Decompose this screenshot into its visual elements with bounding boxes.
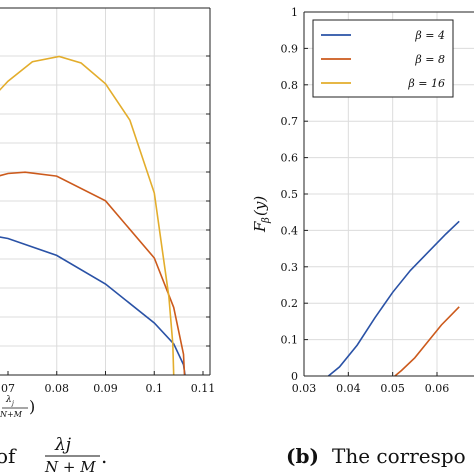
legend-label-1: β = 4	[414, 29, 445, 42]
right-x-tick-label: 0.05	[380, 382, 405, 395]
right-y-tick-label: 0.7	[281, 115, 299, 128]
left-x-tick-label: 0.1	[146, 382, 164, 395]
left-xlabel-denominator: N+M	[0, 410, 23, 419]
left-x-ticks: 07 0.08 0.09 0.1 0.11	[1, 371, 215, 395]
right-y-tick-label: 0.4	[281, 224, 299, 237]
left-chart-panel: 07 0.08 0.09 0.1 0.11	[0, 7, 215, 395]
left-x-tick-label: 0.09	[93, 382, 118, 395]
left-caption-frac-num: λj	[54, 435, 72, 455]
right-ylabel-beta: β	[261, 217, 272, 224]
left-caption: of λj N + M .	[0, 435, 107, 474]
right-y-tick-label: 0.5	[281, 188, 299, 201]
left-series-line-1	[0, 236, 186, 376]
right-y-tick-label: 0.2	[281, 297, 299, 310]
right-x-ticks: 0.03 0.04 0.05 0.06	[292, 372, 450, 395]
left-x-tick-label: 07	[1, 382, 15, 395]
right-caption: (b) The correspo	[286, 444, 466, 468]
legend-label-3: β = 16	[407, 77, 445, 90]
right-ylabel-F: F	[251, 221, 269, 233]
left-xlabel-numerator: λ	[5, 395, 12, 405]
right-caption-label: (b)	[286, 444, 319, 468]
left-xlabel: λ j N+M )	[0, 395, 35, 419]
right-series-line-1	[327, 220, 460, 377]
right-series-group	[327, 220, 460, 377]
right-caption-text: The correspo	[332, 444, 466, 468]
right-y-tick-label: 0.1	[281, 334, 299, 347]
right-ylabel-arg: (y)	[251, 196, 269, 216]
left-xlabel-subscript: j	[10, 400, 14, 407]
left-series-line-3	[0, 55, 175, 376]
left-caption-suffix: .	[101, 444, 107, 468]
right-x-tick-label: 0.06	[425, 382, 450, 395]
right-y-tick-label: 0.9	[281, 42, 299, 55]
left-x-tick-label: 0.08	[45, 382, 70, 395]
right-y-tick-label: 0.3	[281, 261, 299, 274]
left-x-tick-label: 0.11	[191, 382, 216, 395]
right-series-line-2	[394, 306, 460, 377]
right-chart-panel: 00.10.20.30.40.50.60.70.80.91 0.03 0.04 0.…	[281, 6, 474, 395]
right-y-tick-label: 0.6	[281, 152, 299, 165]
right-x-tick-label: 0.03	[292, 382, 317, 395]
left-xlabel-paren: )	[29, 397, 35, 416]
left-series-line-2	[0, 171, 186, 376]
right-y-tick-label: 0	[291, 370, 298, 383]
right-y-tick-label: 0.8	[281, 79, 299, 92]
right-legend: β = 4 β = 8 β = 16	[312, 19, 454, 98]
right-y-ticks: 0 0.1 0.2 0.3 0.4 0.5 0.6 0.7 0.8 0.9 1	[281, 6, 308, 383]
left-caption-frac-den: N + M	[44, 458, 96, 474]
legend-label-2: β = 8	[414, 53, 445, 66]
right-ylabel: F β (y)	[251, 196, 272, 233]
left-series-group	[0, 55, 186, 376]
right-x-tick-label: 0.04	[336, 382, 361, 395]
left-caption-prefix: of	[0, 444, 17, 468]
right-y-tick-label: 1	[291, 6, 298, 19]
